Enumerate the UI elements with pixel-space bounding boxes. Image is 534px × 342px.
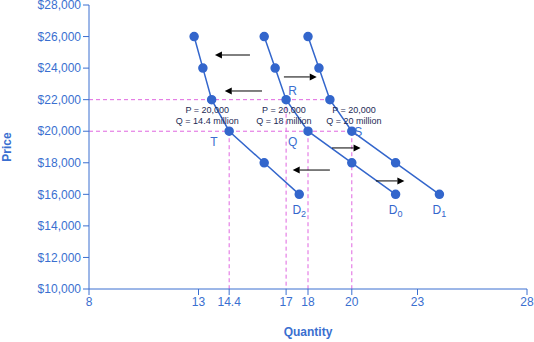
svg-text:T: T (210, 135, 218, 149)
svg-text:$14,000: $14,000 (38, 219, 82, 233)
svg-text:17: 17 (279, 295, 293, 309)
svg-text:$28,000: $28,000 (38, 0, 82, 12)
svg-text:P = 20,000Q = 18 million: P = 20,000Q = 18 million (256, 105, 311, 126)
svg-text:23: 23 (411, 295, 425, 309)
svg-text:D2: D2 (292, 203, 306, 219)
svg-text:8: 8 (86, 295, 93, 309)
svg-text:13: 13 (192, 295, 206, 309)
svg-text:D1: D1 (433, 203, 447, 219)
svg-text:P = 20,000Q = 20 million: P = 20,000Q = 20 million (326, 105, 381, 126)
svg-text:20: 20 (345, 295, 359, 309)
svg-text:$22,000: $22,000 (38, 93, 82, 107)
svg-text:$12,000: $12,000 (38, 251, 82, 265)
svg-text:$10,000: $10,000 (38, 282, 82, 296)
svg-text:$26,000: $26,000 (38, 30, 82, 44)
svg-text:$24,000: $24,000 (38, 61, 82, 75)
svg-text:14.4: 14.4 (217, 295, 241, 309)
svg-text:D0: D0 (389, 203, 403, 219)
svg-text:Q: Q (288, 135, 297, 149)
svg-text:Quantity: Quantity (284, 325, 333, 339)
svg-text:R: R (288, 84, 297, 98)
svg-text:$20,000: $20,000 (38, 124, 82, 138)
svg-text:S: S (354, 125, 362, 139)
svg-text:P = 20,000Q = 14.4 million: P = 20,000Q = 14.4 million (176, 105, 239, 126)
svg-text:18: 18 (301, 295, 315, 309)
svg-text:Price: Price (8, 132, 14, 162)
svg-text:$16,000: $16,000 (38, 188, 82, 202)
svg-text:28: 28 (520, 295, 526, 309)
svg-text:$18,000: $18,000 (38, 156, 82, 170)
